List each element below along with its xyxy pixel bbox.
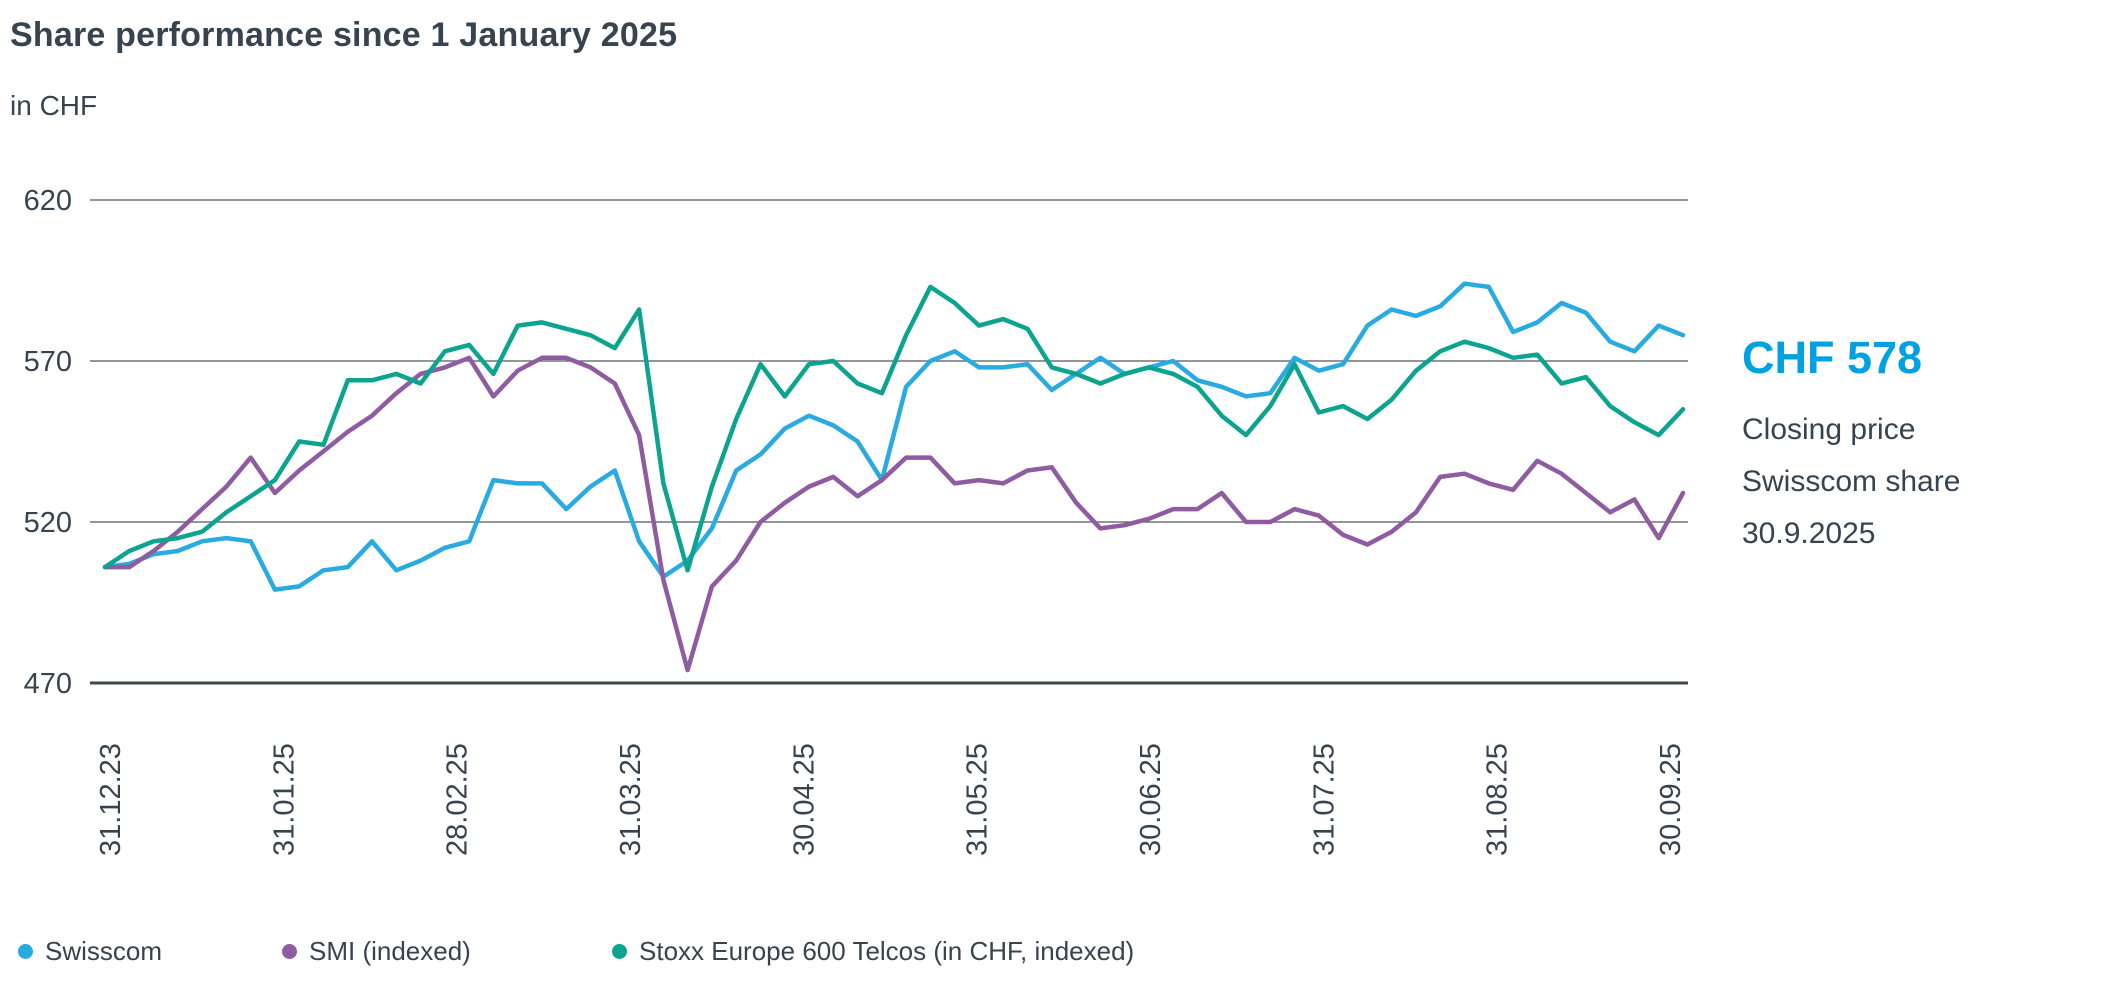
legend-label-stoxx: Stoxx Europe 600 Telcos (in CHF, indexed… <box>639 936 1135 966</box>
chart-legend: Swisscom SMI (indexed) Stoxx Europe 600 … <box>0 936 2107 976</box>
swisscom-legend-dot-icon <box>18 944 33 959</box>
closing-price-annotation: CHF 578 Closing price Swisscom share 30.… <box>1742 332 2082 560</box>
x-tick-label-31.08.25: 31.08.25 <box>1482 743 1514 856</box>
page-subtitle: in CHF <box>10 90 98 121</box>
x-tick-label-30.04.25: 30.04.25 <box>788 743 820 856</box>
x-tick-label-31.12.23: 31.12.23 <box>95 743 127 856</box>
y-tick-label-470: 470 <box>24 668 72 700</box>
x-tick-label-30.06.25: 30.06.25 <box>1135 743 1167 856</box>
x-tick-label-28.02.25: 28.02.25 <box>442 743 474 856</box>
x-tick-label-31.01.25: 31.01.25 <box>268 743 300 856</box>
y-tick-label-520: 520 <box>24 507 72 539</box>
closing-price-caption-2: Swisscom share <box>1742 465 1961 498</box>
closing-price-caption-3: 30.9.2025 <box>1742 517 1876 550</box>
x-tick-label-31.05.25: 31.05.25 <box>962 743 994 856</box>
stoxx-line <box>102 284 1686 573</box>
x-tick-label-31.07.25: 31.07.25 <box>1308 743 1340 856</box>
stoxx-legend-dot-icon <box>612 944 627 959</box>
y-tick-label-620: 620 <box>24 185 72 217</box>
smi-legend-dot-icon <box>282 944 297 959</box>
legend-label-swisscom: Swisscom <box>45 936 163 966</box>
y-tick-label-570: 570 <box>24 346 72 378</box>
legend-item-stoxx: Stoxx Europe 600 Telcos (in CHF, indexed… <box>612 936 1134 967</box>
page-title: Share performance since 1 January 2025 <box>10 16 678 54</box>
swisscom-line <box>102 281 1686 592</box>
x-tick-label-31.03.25: 31.03.25 <box>615 743 647 856</box>
legend-item-smi: SMI (indexed) <box>282 936 471 967</box>
legend-item-swisscom: Swisscom <box>18 936 162 967</box>
x-tick-label-30.09.25: 30.09.25 <box>1655 743 1687 856</box>
closing-price-value: CHF 578 <box>1742 332 1923 383</box>
smi-line <box>102 355 1686 673</box>
closing-price-caption-1: Closing price <box>1742 413 1916 446</box>
legend-label-smi: SMI (indexed) <box>309 936 471 966</box>
